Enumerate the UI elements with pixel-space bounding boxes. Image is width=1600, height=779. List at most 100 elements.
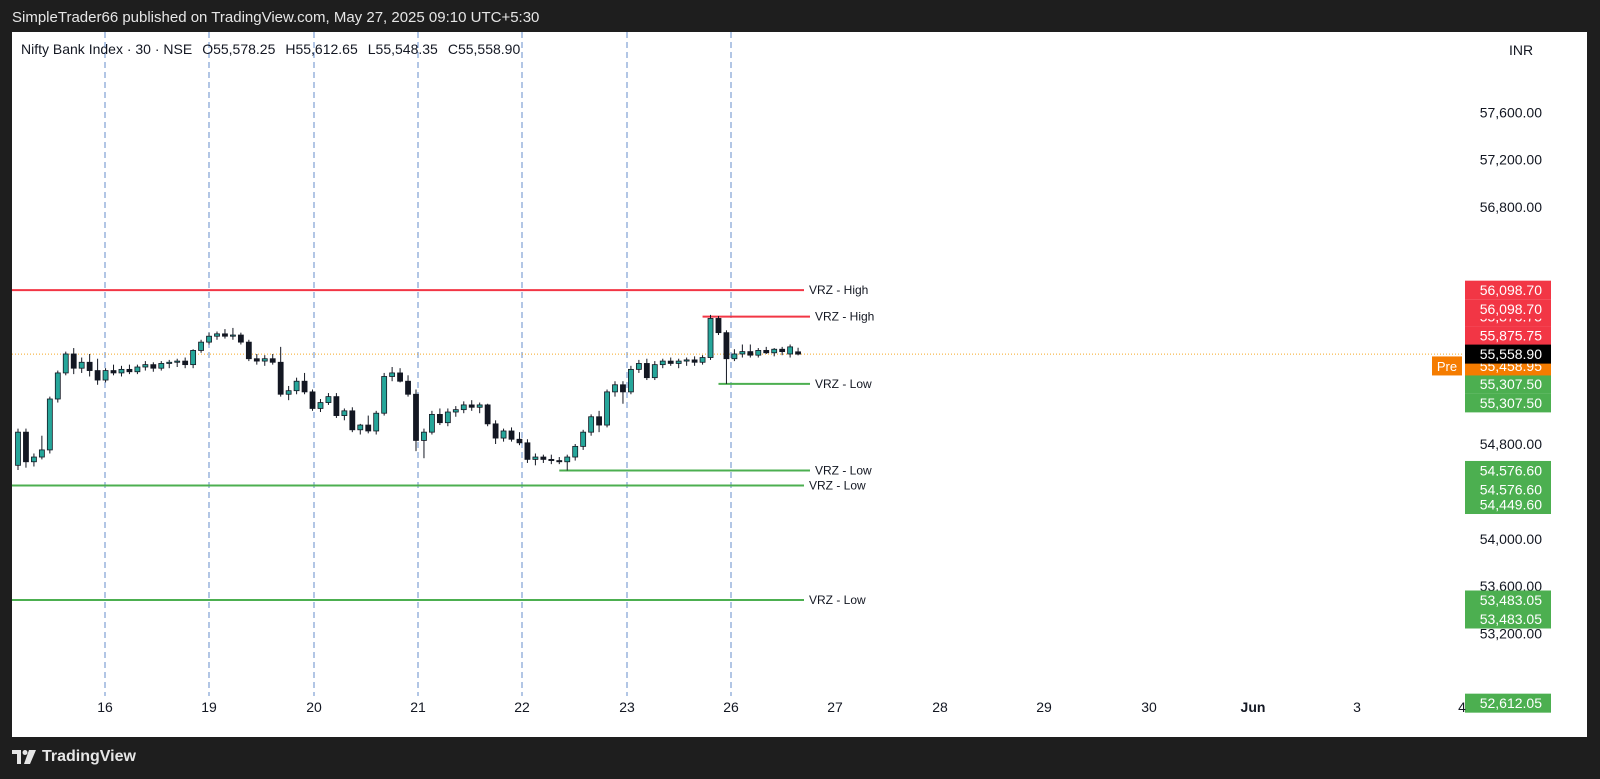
candle-down bbox=[269, 358, 276, 363]
x-axis-tick: 19 bbox=[201, 699, 217, 715]
candle-down bbox=[620, 384, 626, 393]
candle-down bbox=[23, 431, 29, 463]
candle-down bbox=[182, 360, 189, 366]
candle-down bbox=[277, 361, 284, 395]
candle-up bbox=[261, 358, 268, 362]
x-axis-tick: 16 bbox=[97, 699, 113, 715]
candle-down bbox=[94, 370, 101, 381]
zone-label: VRZ - High bbox=[809, 283, 868, 297]
candle-up bbox=[683, 359, 690, 362]
x-axis-tick: 30 bbox=[1141, 699, 1157, 715]
symbol-name[interactable]: Nifty Bank Index · 30 · NSE bbox=[21, 41, 193, 57]
zone-label: VRZ - Low bbox=[809, 479, 866, 493]
candle-up bbox=[580, 431, 587, 447]
candle-up bbox=[460, 404, 467, 411]
zone-price-badge-dup-bg bbox=[1465, 479, 1551, 499]
candle-up bbox=[118, 368, 125, 374]
zone-price-badge: 55,307.50 bbox=[1480, 376, 1542, 392]
chart-panel[interactable]: VRZ - High VRZ - High VRZ - Low VRZ - Low VR… bbox=[12, 32, 1587, 737]
candle-up bbox=[771, 348, 778, 354]
candle-down bbox=[110, 370, 117, 374]
candle-up bbox=[675, 360, 682, 364]
candle-up bbox=[429, 413, 435, 433]
zone-price-badge-dup: 54,576.60 bbox=[1480, 481, 1542, 497]
candle-up bbox=[635, 363, 642, 370]
candle-up bbox=[285, 390, 292, 395]
publisher-line: SimpleTrader66 published on TradingView.… bbox=[12, 9, 540, 26]
candle-up bbox=[787, 346, 794, 355]
zone-price-badge-dup-bg bbox=[1465, 393, 1551, 413]
candle-down bbox=[436, 413, 443, 424]
zone-price-badge-dup: 55,875.75 bbox=[1480, 328, 1542, 344]
candle-up bbox=[731, 353, 738, 360]
candle-down bbox=[309, 391, 316, 409]
candle-up bbox=[604, 391, 610, 426]
candle-up bbox=[421, 431, 427, 441]
candle-down bbox=[715, 318, 722, 334]
candle-up bbox=[214, 333, 220, 337]
tradingview-brand: TradingView bbox=[42, 748, 136, 765]
zone-label: VRZ - Low bbox=[815, 463, 872, 477]
candle-down bbox=[126, 368, 133, 373]
candle-down bbox=[667, 360, 674, 364]
zone-price-badge-dup-bg bbox=[1465, 299, 1551, 319]
candle-up bbox=[755, 350, 762, 356]
candle-up bbox=[341, 410, 348, 416]
y-axis-tick: 56,800.00 bbox=[1480, 199, 1542, 215]
x-axis-tick: Jun bbox=[1241, 699, 1266, 715]
last-price-badge: 55,558.90 bbox=[1480, 346, 1542, 362]
candle-up bbox=[500, 430, 507, 439]
candle-up bbox=[325, 396, 332, 403]
candle-up bbox=[707, 318, 714, 358]
tradingview-logo[interactable]: TradingView bbox=[12, 748, 136, 766]
candle-down bbox=[763, 350, 770, 354]
candle-down bbox=[795, 351, 801, 355]
currency-label[interactable]: INR bbox=[1509, 42, 1534, 58]
candle-up bbox=[54, 372, 61, 400]
x-axis-tick: 27 bbox=[827, 699, 843, 715]
candle-down bbox=[222, 333, 228, 337]
zone-label: VRZ - Low bbox=[815, 377, 872, 391]
candle-up bbox=[293, 380, 300, 392]
x-axis-tick: 22 bbox=[514, 699, 530, 715]
symbol-legend[interactable]: Nifty Bank Index · 30 · NSE O55,578.25 H… bbox=[21, 41, 520, 57]
ohlc-low: L55,548.35 bbox=[367, 41, 438, 57]
zone-label: VRZ - High bbox=[815, 310, 874, 324]
x-axis-tick: 3 bbox=[1353, 699, 1361, 715]
candle-up bbox=[699, 357, 706, 363]
candle-down bbox=[70, 353, 77, 369]
candle-up bbox=[532, 456, 539, 460]
candle-up bbox=[102, 370, 109, 381]
candle-down bbox=[492, 423, 499, 439]
candle-down bbox=[747, 351, 754, 356]
candle-down bbox=[524, 442, 531, 460]
candle-up bbox=[476, 404, 483, 408]
zone-price-badge: 53,483.05 bbox=[1480, 592, 1542, 608]
x-axis-tick: 20 bbox=[306, 699, 322, 715]
candle-up bbox=[230, 334, 236, 337]
pre-market-tag: Pre bbox=[1437, 359, 1457, 374]
candle-down bbox=[508, 430, 515, 440]
zone-price-badge-bg bbox=[1465, 374, 1551, 394]
candle-up bbox=[38, 449, 45, 458]
last-price-badge-bg bbox=[1465, 344, 1551, 364]
zone-price-badge-dup: 53,483.05 bbox=[1480, 611, 1542, 627]
zone-price-badge-dup: 56,098.70 bbox=[1480, 301, 1542, 317]
candle-down bbox=[397, 372, 403, 382]
x-axis-tick: 21 bbox=[410, 699, 426, 715]
candle-up bbox=[62, 353, 69, 374]
candle-up bbox=[158, 363, 165, 369]
candle-down bbox=[540, 456, 547, 460]
price-chart[interactable]: VRZ - High VRZ - High VRZ - Low VRZ - Low VR… bbox=[12, 32, 1587, 737]
candle-up bbox=[142, 364, 149, 368]
candle-down bbox=[596, 416, 602, 426]
zone-price-badge-dup-bg bbox=[1465, 609, 1551, 629]
candle-up bbox=[564, 456, 571, 463]
candle-up bbox=[572, 445, 579, 458]
candle-up bbox=[317, 402, 324, 409]
extra-price-badge: 52,612.05 bbox=[1480, 695, 1542, 711]
x-axis-tick: 23 bbox=[619, 699, 635, 715]
candle-up bbox=[46, 398, 53, 451]
x-axis-tick: 4 bbox=[1458, 699, 1466, 715]
candle-down bbox=[723, 332, 730, 360]
